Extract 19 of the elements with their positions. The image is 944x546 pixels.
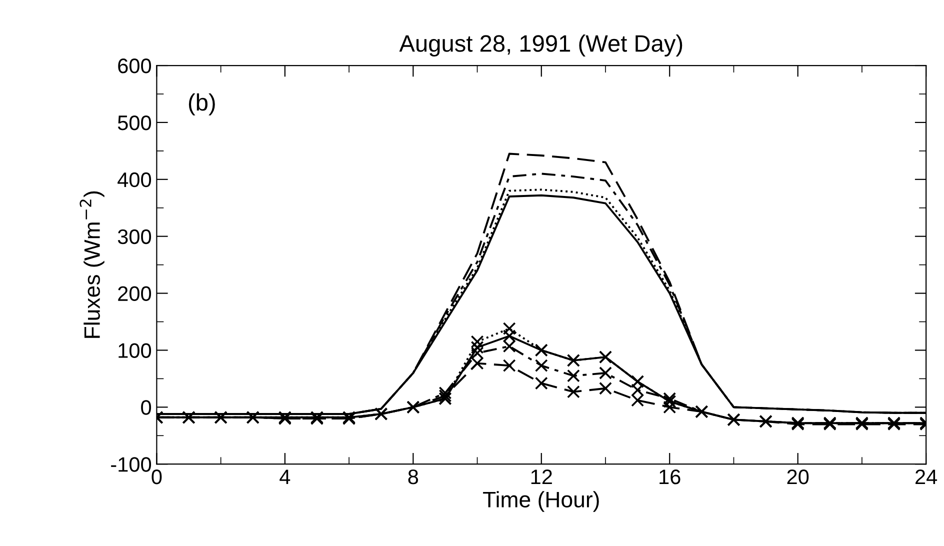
- y-tick-label: -100: [111, 457, 152, 472]
- y-tick-label: 0: [141, 400, 152, 415]
- chart-title: August 28, 1991 (Wet Day): [399, 34, 682, 57]
- y-tick-label: 500: [118, 115, 152, 130]
- y-axis-title: Fluxes (Wm$^{−2}$): [80, 191, 104, 338]
- y-tick-label: 100: [118, 343, 152, 358]
- x-axis-title: Time (Hour): [483, 491, 599, 512]
- y-tick-label: 600: [118, 58, 152, 74]
- x-tick-label: 8: [408, 470, 418, 484]
- x-tick-label: 4: [280, 470, 290, 484]
- x-tick-label: 20: [787, 470, 809, 484]
- x-tick-label: 0: [152, 470, 162, 484]
- y-tick-label: 400: [118, 172, 152, 188]
- y-tick-label: 200: [118, 286, 152, 302]
- x-tick-label: 16: [660, 470, 680, 484]
- x-tick-label: 12: [531, 470, 552, 484]
- x-tick-label: 24: [916, 470, 938, 484]
- annotation: (b): [188, 93, 215, 116]
- y-tick-label: 300: [118, 229, 152, 244]
